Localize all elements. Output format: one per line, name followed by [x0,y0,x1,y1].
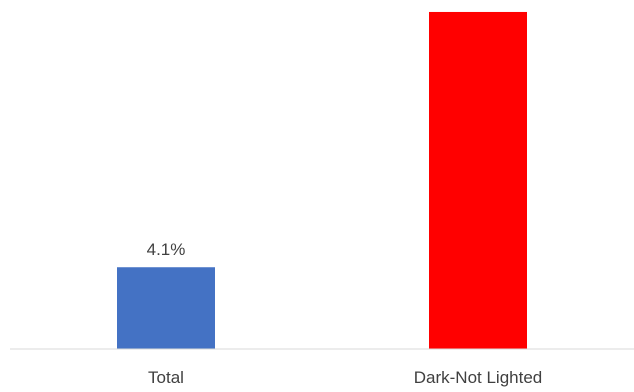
bar-0 [117,267,215,349]
x-tick-label-0: Total [148,368,184,387]
x-tick-label-1: Dark-Not Lighted [414,368,543,387]
labels-group: 4.1% Total 16.9% Dark-Not Lighted [147,0,543,387]
bars-group [117,11,527,349]
data-label-1: 16.9% [454,0,502,4]
bar-1 [429,11,527,349]
data-label-0: 4.1% [147,240,186,259]
